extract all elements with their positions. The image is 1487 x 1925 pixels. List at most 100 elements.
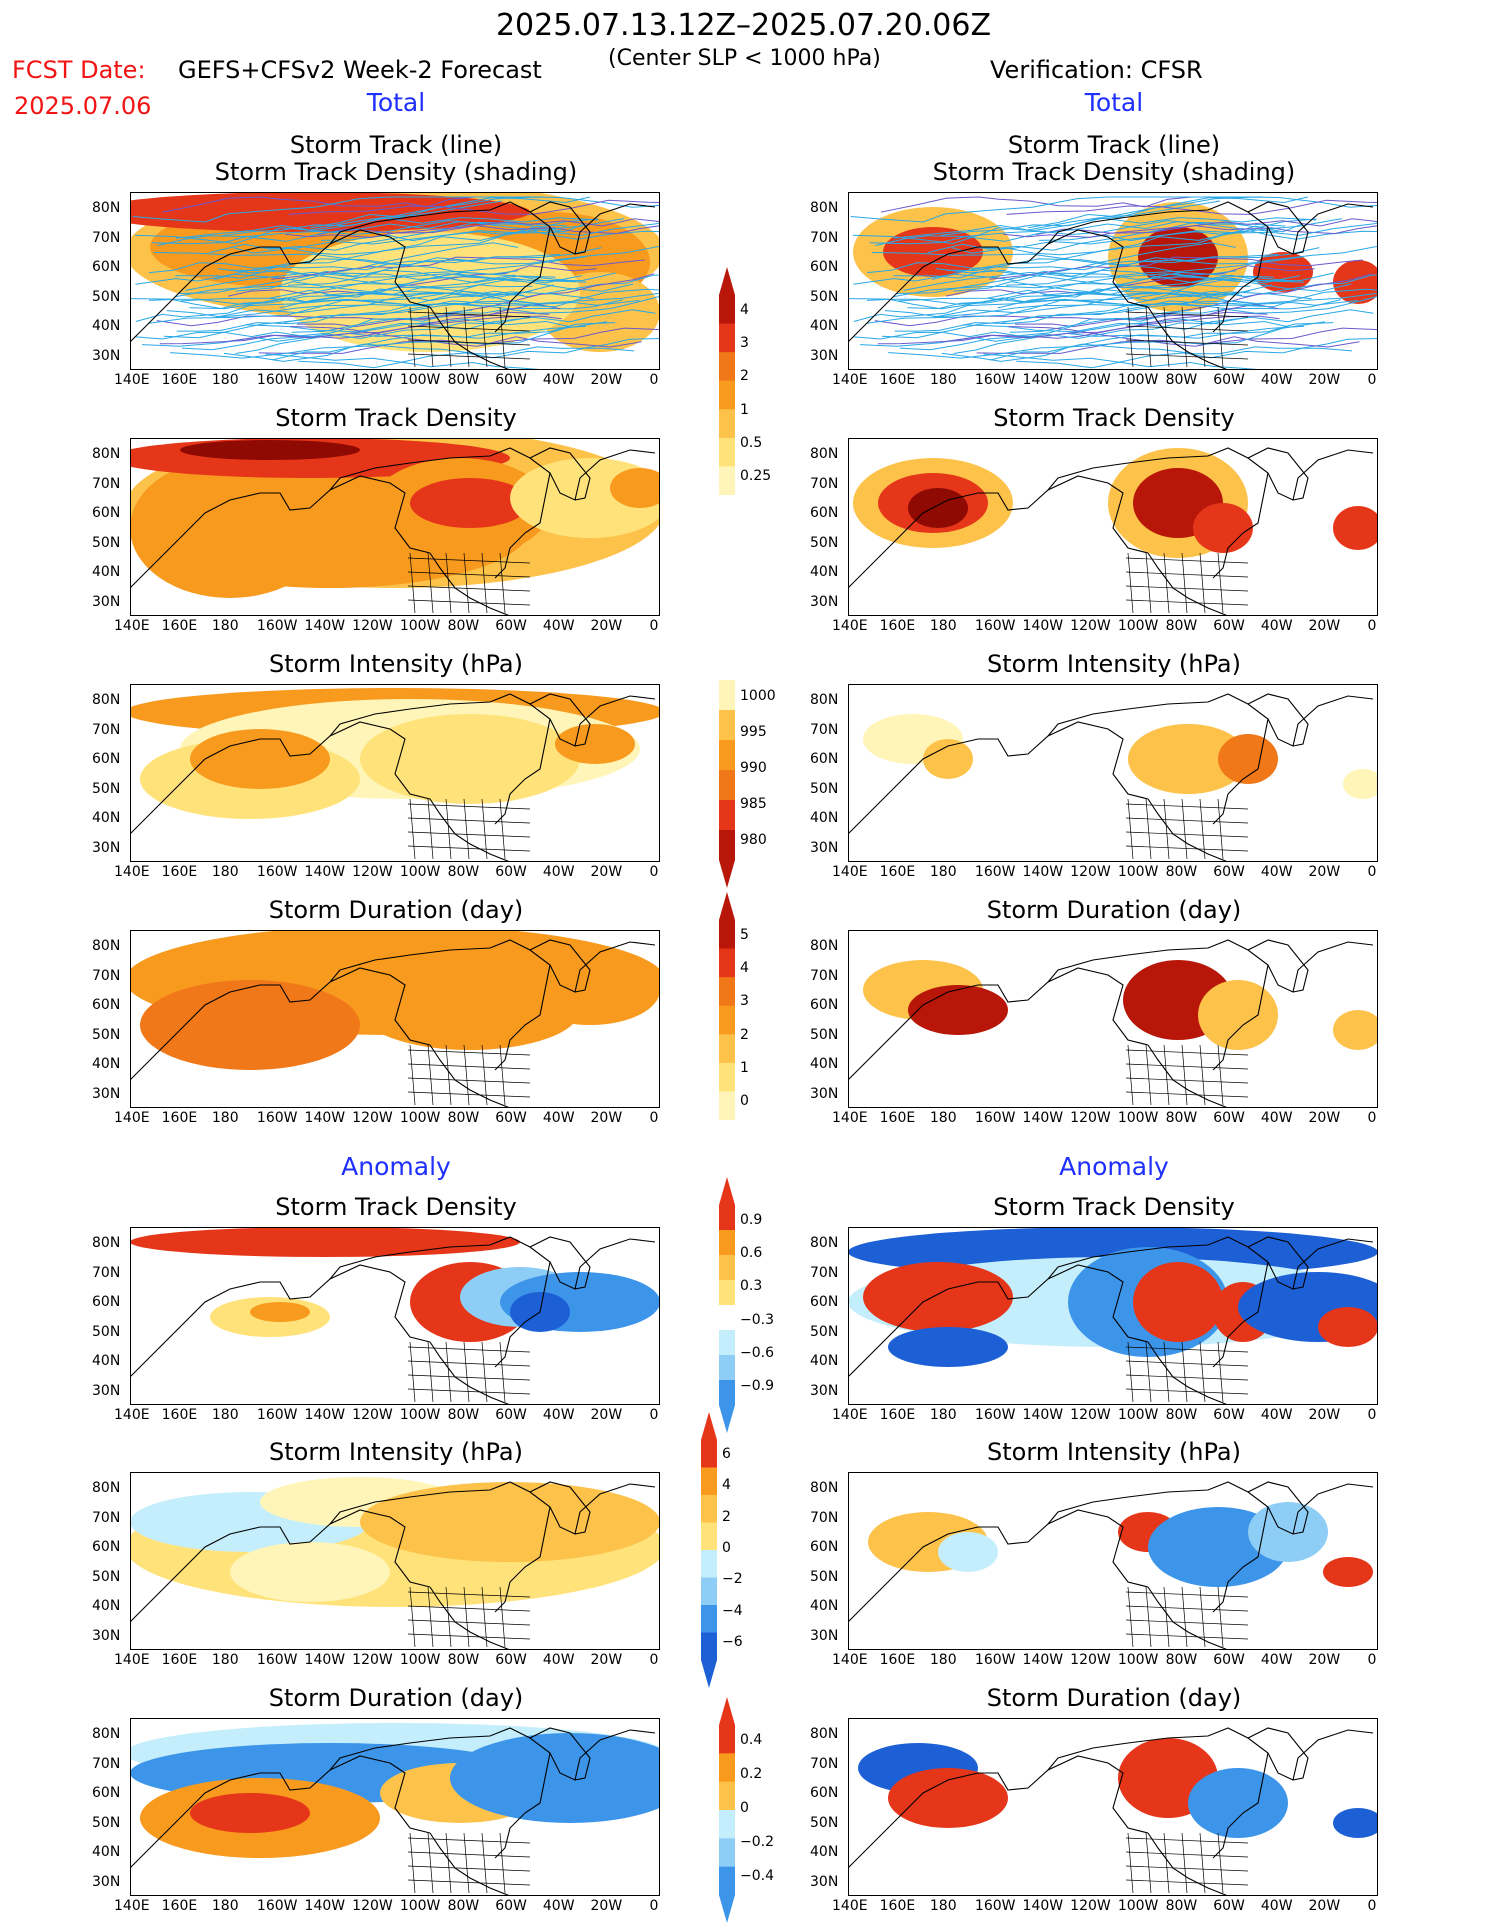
shading-blob <box>908 488 968 528</box>
shading-blob <box>410 478 530 528</box>
shading-blob <box>1323 1557 1373 1587</box>
state-border <box>407 803 531 810</box>
storm-track-line <box>1005 245 1378 286</box>
lon-label: 160E <box>161 1898 198 1914</box>
storm-track-line <box>867 258 1237 275</box>
lon-label: 160W <box>974 1898 1016 1914</box>
state-border <box>1125 353 1249 360</box>
state-border <box>1163 1586 1170 1648</box>
state-border <box>407 311 531 318</box>
state-border <box>1125 1049 1249 1056</box>
coastline <box>130 1755 431 1869</box>
storm-track-line <box>255 222 660 249</box>
lat-label: 30N <box>92 1085 121 1102</box>
map-panel-r3 <box>848 930 1378 1108</box>
state-border <box>427 306 434 368</box>
coastline <box>529 1481 591 1535</box>
shading-blob <box>888 1768 1008 1828</box>
lon-label: 160E <box>879 864 916 880</box>
colorbar-segment <box>719 1380 735 1406</box>
lon-label: 80W <box>447 372 480 388</box>
lon-label: 180 <box>929 1652 957 1668</box>
colorbar-arrow-top <box>719 892 735 920</box>
panel-title-duration-left: Storm Duration (day) <box>268 896 524 924</box>
lat-label: 70N <box>810 229 839 246</box>
storm-track-line <box>941 322 1334 362</box>
state-border <box>1125 1077 1249 1084</box>
state-border <box>1127 306 1134 368</box>
lon-label: 160W <box>256 1652 298 1668</box>
map-svg-r1 <box>848 438 1378 616</box>
state-border <box>1125 571 1249 578</box>
colorbar-label: 2 <box>722 1508 731 1525</box>
lon-label: 140W <box>1022 1407 1064 1423</box>
state-border <box>463 552 470 614</box>
map-frame <box>130 1227 660 1405</box>
lon-label: 120W <box>1070 1898 1111 1914</box>
coastline <box>429 1586 511 1650</box>
lat-label: 40N <box>810 1353 839 1369</box>
lon-label: 160W <box>974 864 1016 880</box>
shading-layer <box>858 1738 1378 1838</box>
coastline <box>429 552 511 616</box>
lon-label: 0 <box>1367 372 1377 388</box>
map-svg-r0 <box>848 192 1378 370</box>
storm-track-line <box>881 290 1240 339</box>
state-border <box>1127 552 1134 614</box>
state-border <box>1163 798 1170 860</box>
coastline <box>1247 1236 1309 1290</box>
colorbar-arrow-bottom <box>719 860 735 888</box>
track-title-line1-right: Storm Track (line) <box>1007 131 1221 159</box>
lon-label: 160W <box>974 372 1016 388</box>
lon-label: 80W <box>447 864 480 880</box>
map-panel-r2 <box>848 684 1378 862</box>
state-border <box>1125 1879 1249 1886</box>
colorbar-label: 0.9 <box>740 1211 763 1228</box>
state-border <box>407 1879 531 1886</box>
map-panel-l5 <box>130 1472 660 1650</box>
lon-label: 20W <box>590 372 623 388</box>
lon-label: 160E <box>161 1110 198 1126</box>
lat-label: 50N <box>810 288 839 305</box>
storm-track-line <box>987 288 1378 308</box>
lon-label: 160E <box>879 1407 916 1423</box>
colorbar-segment <box>701 1495 717 1523</box>
panel-title-intensity-anom-right: Storm Intensity (hPa) <box>987 1438 1241 1466</box>
state-border <box>407 1360 531 1367</box>
lat-label: 40N <box>92 564 121 580</box>
storm-track-line <box>321 230 660 242</box>
state-border <box>409 306 416 368</box>
colorbar-label: −4 <box>722 1602 743 1619</box>
lon-label: 140W <box>304 1110 346 1126</box>
lon-label: 20W <box>590 618 623 634</box>
lon-label: 140E <box>114 1110 150 1126</box>
lat-label: 50N <box>92 1814 121 1831</box>
state-border <box>1217 1044 1224 1106</box>
state-border <box>409 1341 416 1403</box>
lat-label: 30N <box>92 593 121 610</box>
coastline-layer <box>848 447 1374 616</box>
state-border <box>1125 1091 1249 1098</box>
shading-layer <box>853 448 1378 558</box>
coastline-layer <box>130 1727 656 1896</box>
storm-track-lines <box>848 196 1378 370</box>
coastline <box>494 472 551 579</box>
lon-label: 80W <box>1165 372 1198 388</box>
map-panel-l3 <box>130 930 660 1108</box>
lon-label: 0 <box>649 372 659 388</box>
coastline <box>1247 693 1309 747</box>
shading-blob <box>130 458 330 598</box>
storm-track-line <box>1006 199 1378 215</box>
coastline-layer <box>848 1481 1374 1650</box>
lon-label: 20W <box>590 1652 623 1668</box>
lat-label: 70N <box>810 967 839 984</box>
map-frame <box>848 438 1378 616</box>
lat-label: 80N <box>92 446 121 462</box>
colorbar-segment <box>719 1753 735 1783</box>
colorbar-segment <box>719 1725 735 1754</box>
storm-track-line <box>877 303 1279 345</box>
storm-track-line <box>983 353 1270 370</box>
shading-layer <box>130 1477 660 1607</box>
map-panel-r0 <box>848 192 1378 370</box>
lat-label: 50N <box>810 1568 839 1585</box>
